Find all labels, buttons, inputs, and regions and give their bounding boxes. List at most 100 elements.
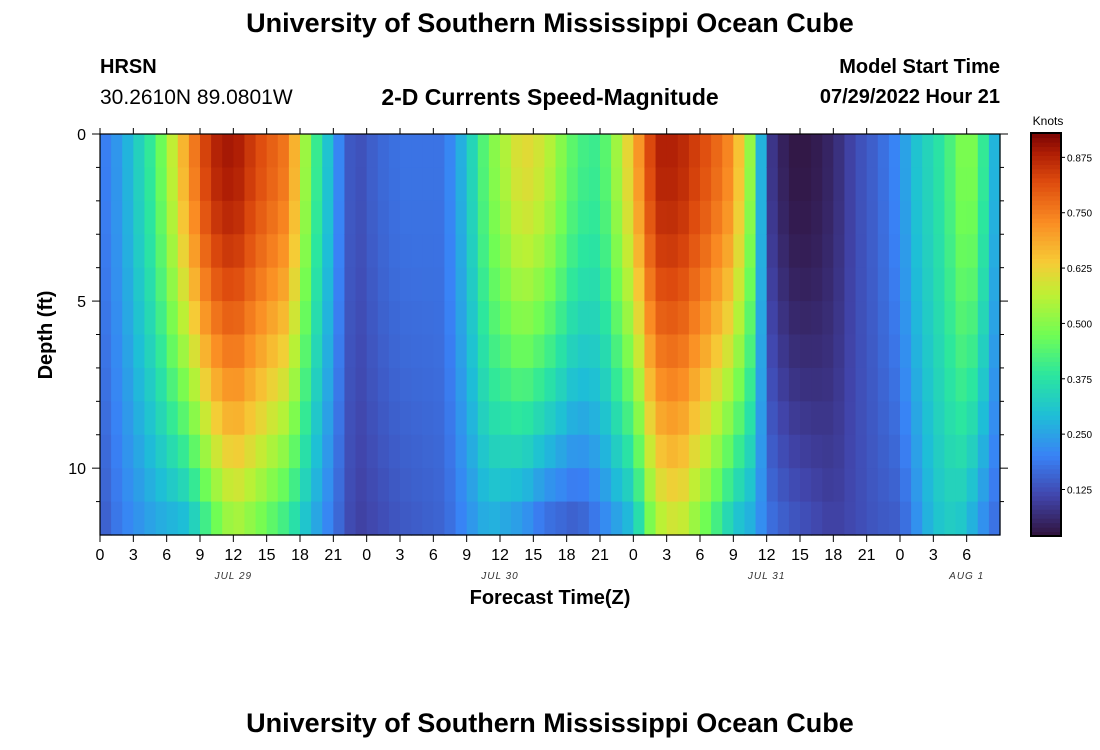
heatmap-cell — [288, 301, 301, 336]
heatmap-cell — [466, 401, 479, 436]
heatmap-cell — [522, 167, 534, 202]
heatmap-cell — [633, 401, 646, 436]
heatmap-cell — [666, 334, 679, 369]
heatmap-cell — [800, 200, 812, 235]
station-id: HRSN — [100, 56, 157, 78]
colorbar-band — [1031, 276, 1061, 282]
heatmap-cell — [366, 334, 379, 369]
heatmap-cell — [844, 434, 857, 469]
heatmap-cell — [811, 468, 823, 503]
heatmap-cell — [300, 134, 312, 169]
heatmap-cell — [688, 501, 701, 536]
colorbar-band — [1031, 244, 1061, 251]
heatmap-cell — [400, 367, 412, 402]
colorbar-band — [1031, 513, 1061, 519]
heatmap-cell — [900, 167, 912, 202]
heatmap-cell — [266, 267, 279, 302]
y-tick-label: 0 — [77, 127, 86, 144]
heatmap-cell — [733, 468, 746, 503]
heatmap-cell — [211, 134, 223, 169]
heatmap-cell — [100, 434, 112, 469]
heatmap-cell — [722, 468, 734, 503]
heatmap-cell — [188, 200, 201, 235]
heatmap-cell — [311, 501, 323, 536]
colorbar-band — [1031, 227, 1061, 233]
heatmap-cell — [200, 468, 212, 503]
heatmap-cell — [722, 501, 734, 536]
heatmap-cell — [844, 167, 857, 202]
heatmap-cell — [933, 200, 946, 235]
heatmap-cell — [977, 301, 990, 336]
heatmap-cell — [300, 501, 312, 536]
colorbar-band — [1031, 370, 1061, 376]
heatmap-cell — [777, 301, 790, 336]
heatmap-cell — [822, 401, 834, 436]
heatmap-cell — [355, 234, 368, 269]
colorbar-band — [1031, 258, 1061, 264]
heatmap-cell — [411, 301, 423, 336]
heatmap-cell — [200, 334, 212, 369]
heatmap-cell — [211, 367, 223, 402]
heatmap-cell — [766, 501, 779, 536]
heatmap-cell — [522, 200, 534, 235]
heatmap-cell — [100, 134, 112, 169]
heatmap-cell — [244, 434, 257, 469]
heatmap-cell — [488, 501, 501, 536]
colorbar-band — [1031, 330, 1061, 336]
heatmap-cell — [166, 434, 179, 469]
heatmap-cell — [922, 267, 934, 302]
heatmap-cell — [444, 468, 457, 503]
heatmap-cell — [266, 468, 279, 503]
heatmap-cell — [777, 234, 790, 269]
heatmap-cell — [322, 301, 334, 336]
heatmap-cell — [344, 401, 357, 436]
heatmap-cell — [422, 200, 434, 235]
heatmap-cell — [411, 200, 423, 235]
heatmap-cell — [111, 134, 123, 169]
page-title: University of Southern Mississippi Ocean… — [246, 8, 854, 38]
heatmap-cell — [433, 200, 446, 235]
heatmap-cell — [577, 501, 590, 536]
heatmap-cell — [111, 434, 123, 469]
heatmap-cell — [811, 267, 823, 302]
colorbar-band — [1031, 468, 1061, 474]
heatmap-cell — [388, 167, 401, 202]
heatmap-cell — [111, 468, 123, 503]
heatmap-cell — [311, 367, 323, 402]
heatmap-cell — [666, 367, 679, 402]
heatmap-cell — [311, 167, 323, 202]
heatmap-cell — [211, 434, 223, 469]
heatmap-cell — [755, 301, 768, 336]
heatmap-cell — [644, 468, 657, 503]
heatmap-cell — [111, 267, 123, 302]
heatmap-cell — [577, 367, 590, 402]
heatmap-cell — [900, 301, 912, 336]
heatmap-cell — [988, 501, 1001, 536]
heatmap-cell — [955, 367, 968, 402]
heatmap-cell — [944, 468, 957, 503]
heatmap-cell — [533, 134, 546, 169]
heatmap-cell — [311, 434, 323, 469]
heatmap-cell — [177, 234, 190, 269]
heatmap-cell — [522, 134, 534, 169]
heatmap-cell — [277, 234, 290, 269]
colorbar-band — [1031, 231, 1061, 237]
heatmap-cell — [566, 167, 579, 202]
colorbar-band — [1031, 173, 1061, 179]
heatmap-cell — [866, 334, 879, 369]
heatmap-cell — [722, 267, 734, 302]
heatmap-cell — [677, 134, 690, 169]
heatmap-cell — [233, 401, 246, 436]
heatmap-cell — [911, 234, 923, 269]
heatmap-cell — [533, 234, 546, 269]
heatmap-cell — [411, 234, 423, 269]
heatmap-cell — [588, 267, 601, 302]
colorbar-tick-label: 0.125 — [1067, 486, 1092, 497]
heatmap-cell — [200, 134, 212, 169]
colorbar-band — [1031, 495, 1061, 501]
heatmap-cell — [133, 468, 146, 503]
heatmap-cell — [677, 468, 690, 503]
heatmap-cell — [766, 401, 779, 436]
heatmap-cell — [711, 468, 723, 503]
heatmap-cell — [822, 134, 834, 169]
